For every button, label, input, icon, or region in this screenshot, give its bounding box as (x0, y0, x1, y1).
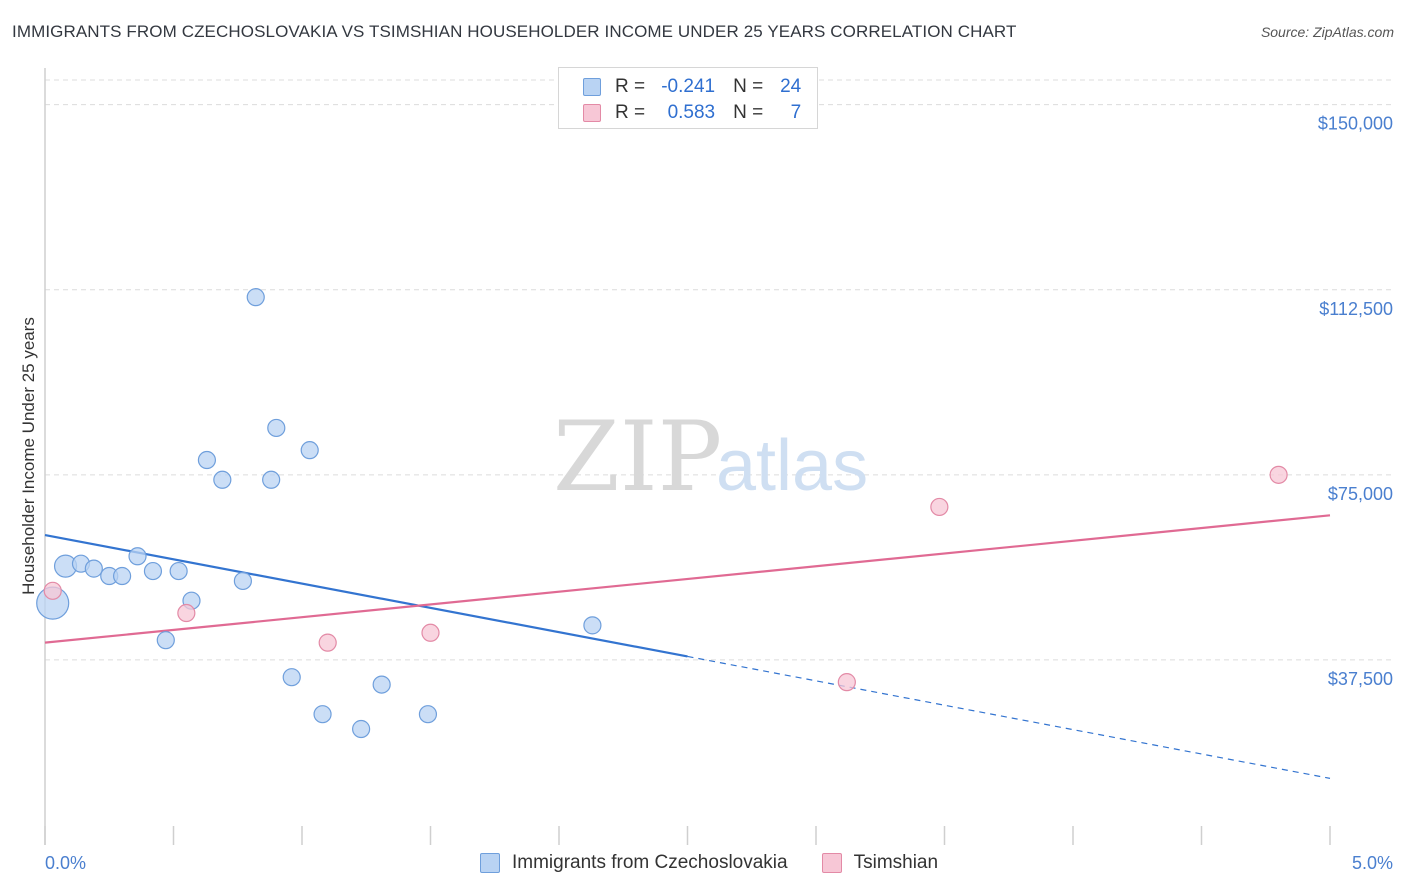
r-value: -0.241 (661, 76, 716, 97)
y-tick-label: $75,000 (1328, 484, 1393, 504)
tsimshian-point (1269, 465, 1288, 484)
czechoslovakia-point (169, 561, 188, 581)
czechoslovakia-point (112, 566, 132, 586)
legend-item-tsimshian: Tsimshian (821, 852, 939, 874)
n-value: 24 (780, 76, 802, 97)
czechoslovakia-trend-line (44, 533, 688, 658)
czechoslovakia-point (84, 559, 103, 578)
series-legend: Immigrants from Czechoslovakia Tsimshian (480, 852, 972, 874)
czechoslovakia-point (300, 441, 319, 460)
czechoslovakia-point (267, 418, 286, 438)
axes (44, 68, 1331, 845)
trend-lines (44, 514, 1331, 779)
czechoslovakia-point (197, 450, 217, 470)
czechoslovakia-point (313, 705, 332, 724)
tsimshian-point (43, 581, 62, 600)
watermark-zip: ZIP (553, 401, 722, 513)
legend-row-tsimshian: R = 0.583 N = 7 (583, 101, 801, 125)
x-tick-label: 5.0% (1352, 853, 1393, 873)
watermark: ZIP atlas (553, 401, 868, 513)
tsimshian-trend-line (44, 514, 1331, 644)
czechoslovakia-point (213, 470, 232, 489)
pink-swatch-icon (821, 853, 842, 873)
correlation-legend: R = -0.241 N = 24 R = 0.583 N = 7 (558, 67, 818, 129)
legend-label: Tsimshian (853, 852, 939, 873)
r-label: R = (615, 76, 646, 97)
legend-item-czechoslovakia: Immigrants from Czechoslovakia (480, 852, 788, 874)
czechoslovakia-point (128, 547, 147, 566)
r-value: 0.583 (667, 102, 716, 123)
pink-swatch-icon (583, 104, 601, 122)
data-points (36, 288, 1288, 739)
blue-swatch-icon (480, 853, 500, 873)
czechoslovakia-point (372, 675, 391, 694)
legend-label: Immigrants from Czechoslovakia (512, 852, 788, 873)
x-tick-label: 0.0% (45, 853, 86, 873)
watermark-atlas: atlas (716, 426, 868, 506)
y-tick-label: $37,500 (1328, 669, 1393, 689)
czechoslovakia-point (246, 288, 265, 307)
source-credit: Source: ZipAtlas.com (1260, 24, 1394, 40)
chart-title: IMMIGRANTS FROM CZECHOSLOVAKIA VS TSIMSH… (12, 22, 1017, 41)
czechoslovakia-point (156, 631, 175, 650)
r-label: R = (615, 102, 646, 123)
tsimshian-point (837, 673, 856, 692)
tsimshian-point (930, 497, 949, 517)
y-tick-label: $112,500 (1319, 299, 1393, 319)
czechoslovakia-point (418, 705, 438, 724)
tsimshian-point (318, 633, 337, 652)
y-axis-label: Householder Income Under 25 years (19, 317, 38, 595)
n-label: N = (733, 76, 764, 97)
tsimshian-point (421, 623, 440, 642)
czechoslovakia-point (282, 668, 301, 687)
czechoslovakia-point (143, 561, 163, 581)
czechoslovakia-point (352, 719, 371, 739)
n-value: 7 (790, 102, 802, 123)
y-tick-label: $150,000 (1318, 114, 1393, 134)
czechoslovakia-point (262, 470, 281, 489)
czechoslovakia-point (233, 571, 252, 591)
legend-row-czechoslovakia: R = -0.241 N = 24 (583, 75, 801, 99)
n-label: N = (733, 102, 764, 123)
czechoslovakia-trend-extension (687, 655, 1331, 779)
tsimshian-point (177, 603, 196, 623)
czechoslovakia-point (583, 616, 602, 635)
blue-swatch-icon (583, 78, 601, 96)
axis-labels: $37,500 $75,000 $112,500 $150,000 0.0% 5.0% Ho… (19, 114, 1393, 873)
